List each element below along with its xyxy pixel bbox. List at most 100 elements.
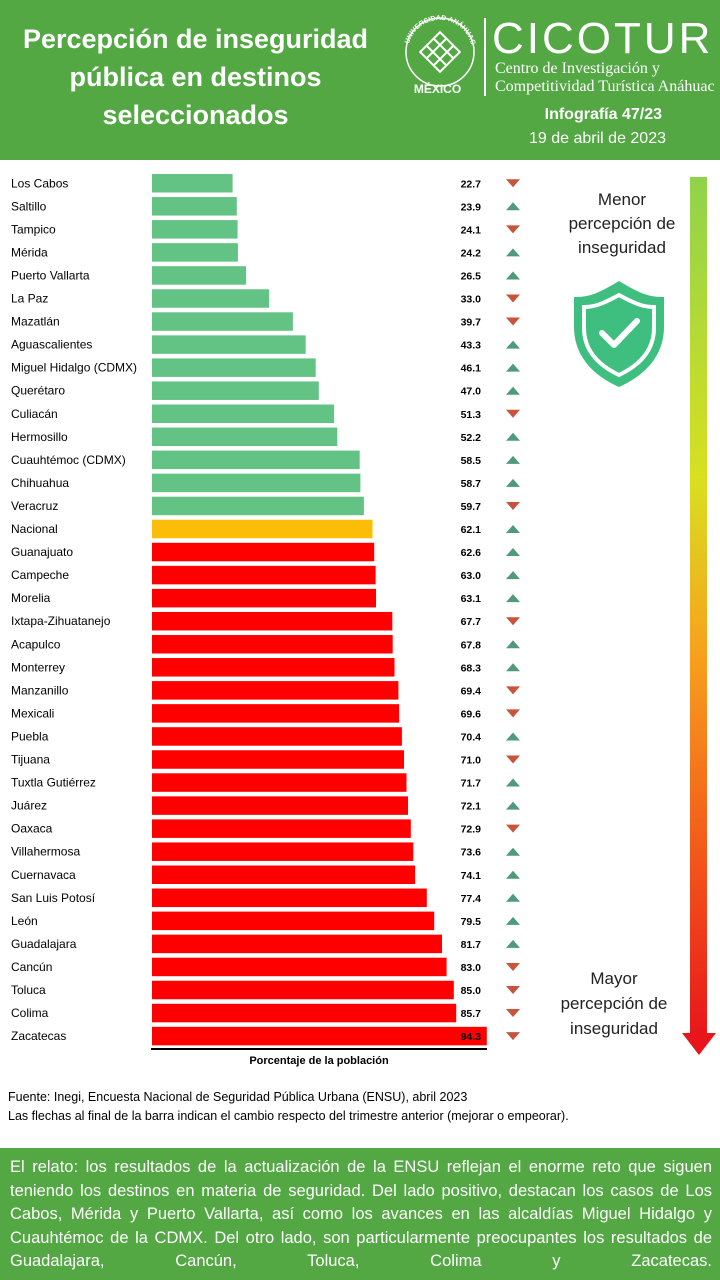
category-label: Mexicali — [11, 706, 54, 720]
change-up-icon — [506, 870, 520, 879]
data-label: 69.4 — [461, 685, 482, 697]
bar — [152, 450, 360, 470]
category-label: Miguel Hidalgo (CDMX) — [11, 361, 137, 375]
bar — [152, 289, 270, 308]
change-down-icon — [506, 755, 520, 764]
bar — [152, 588, 376, 608]
change-down-icon — [506, 501, 520, 510]
data-label: 59.7 — [461, 501, 482, 513]
data-label: 71.7 — [461, 778, 482, 790]
bar — [152, 911, 435, 931]
category-label: Oaxaca — [11, 822, 53, 836]
change-up-icon — [506, 801, 520, 810]
bar — [152, 565, 376, 585]
data-label: 24.2 — [461, 247, 482, 259]
change-up-icon — [506, 778, 520, 787]
data-label: 83.0 — [461, 962, 482, 974]
legend-bottom-label-2: percepción de — [561, 994, 668, 1013]
category-label: Toluca — [11, 983, 46, 997]
bar — [152, 727, 402, 746]
bar — [152, 704, 400, 723]
bar — [152, 773, 407, 792]
change-up-icon — [506, 594, 520, 603]
source-line-2: Las flechas al final de la barra indican… — [8, 1109, 569, 1123]
category-label: Ixtapa-Zihuatanejo — [11, 614, 111, 628]
legend-top-label-1: Menor — [598, 190, 647, 209]
bar — [152, 312, 293, 331]
change-up-icon — [506, 916, 520, 925]
bar — [152, 934, 442, 954]
category-label: Aguascalientes — [11, 338, 92, 352]
data-label: 24.1 — [461, 224, 482, 236]
logo-separator — [484, 18, 486, 96]
data-label: 94.3 — [461, 1031, 482, 1043]
legend-bottom-label-3: inseguridad — [570, 1019, 658, 1038]
data-label: 72.1 — [461, 801, 482, 813]
data-label: 26.5 — [461, 270, 482, 282]
category-label: Los Cabos — [11, 176, 68, 190]
bar — [152, 174, 233, 193]
bar — [152, 796, 408, 815]
title-line-2: pública en destinos — [69, 62, 322, 92]
category-label: Mazatlán — [11, 315, 60, 329]
bar — [152, 519, 373, 539]
change-up-icon — [506, 732, 520, 741]
data-label: 43.3 — [461, 340, 482, 352]
bar — [152, 197, 237, 216]
org-description: Centro de Investigación y Competitividad… — [495, 60, 715, 96]
svg-text:UNIVERSIDAD ANÁHUAC · VINCE IN: UNIVERSIDAD ANÁHUAC · VINCE IN BONO MALU… — [400, 8, 477, 51]
bar — [152, 635, 393, 654]
change-up-icon — [506, 893, 520, 902]
title-line-1: Percepción de inseguridad — [22, 24, 369, 54]
bar — [152, 404, 335, 423]
title-line-3: seleccionados — [102, 100, 289, 130]
footer: El relato: los resultados de la actualiz… — [0, 1148, 720, 1280]
change-up-icon — [506, 663, 520, 672]
bar — [152, 266, 247, 285]
data-label: 23.9 — [461, 201, 482, 213]
category-label: Tijuana — [11, 753, 50, 767]
data-label: 68.3 — [461, 662, 482, 674]
data-label: 85.0 — [461, 985, 482, 997]
category-label: Cuauhtémoc (CDMX) — [11, 453, 126, 467]
data-label: 33.0 — [461, 294, 482, 306]
data-label: 69.6 — [461, 708, 482, 720]
data-label: 62.6 — [461, 547, 482, 559]
page-title: Percepción de inseguridad pública en des… — [8, 20, 383, 134]
data-label: 52.2 — [461, 432, 482, 444]
bar — [152, 611, 393, 631]
data-label: 22.7 — [461, 178, 482, 190]
change-down-icon — [506, 824, 520, 833]
bar — [152, 658, 395, 677]
data-label: 73.6 — [461, 847, 482, 859]
category-label: Querétaro — [11, 384, 65, 398]
bar — [152, 888, 427, 908]
category-label: Campeche — [11, 568, 69, 582]
category-label: Puerto Vallarta — [11, 268, 90, 282]
data-label: 46.1 — [461, 363, 482, 375]
bar — [152, 957, 447, 977]
category-label: Hermosillo — [11, 430, 68, 444]
category-label: Saltillo — [11, 199, 47, 213]
change-down-icon — [506, 986, 520, 994]
shield-check-icon — [574, 281, 664, 387]
scale-gradient — [682, 177, 716, 1055]
bar-chart: Los Cabos 22.7 Saltillo 23.9 Tampico 24.1 Méri… — [11, 174, 716, 1067]
bar — [152, 842, 414, 861]
change-up-icon — [506, 340, 520, 349]
category-label: Manzanillo — [11, 683, 69, 697]
bar — [152, 381, 319, 400]
data-label: 39.7 — [461, 317, 482, 329]
data-label: 63.0 — [461, 570, 482, 582]
bar — [152, 496, 364, 516]
uni-logo-text: UNIVERSIDAD ANÁHUAC · VINCE IN BONO MALU… — [400, 8, 477, 51]
category-label: Zacatecas — [11, 1029, 66, 1043]
change-up-icon — [506, 386, 520, 395]
change-down-icon — [506, 317, 520, 326]
category-label: Acapulco — [11, 637, 61, 651]
change-down-icon — [506, 617, 520, 626]
legend-top-label-2: percepción de — [569, 214, 676, 233]
bar — [152, 473, 361, 493]
category-label: Puebla — [11, 729, 49, 743]
category-label: La Paz — [11, 292, 48, 306]
